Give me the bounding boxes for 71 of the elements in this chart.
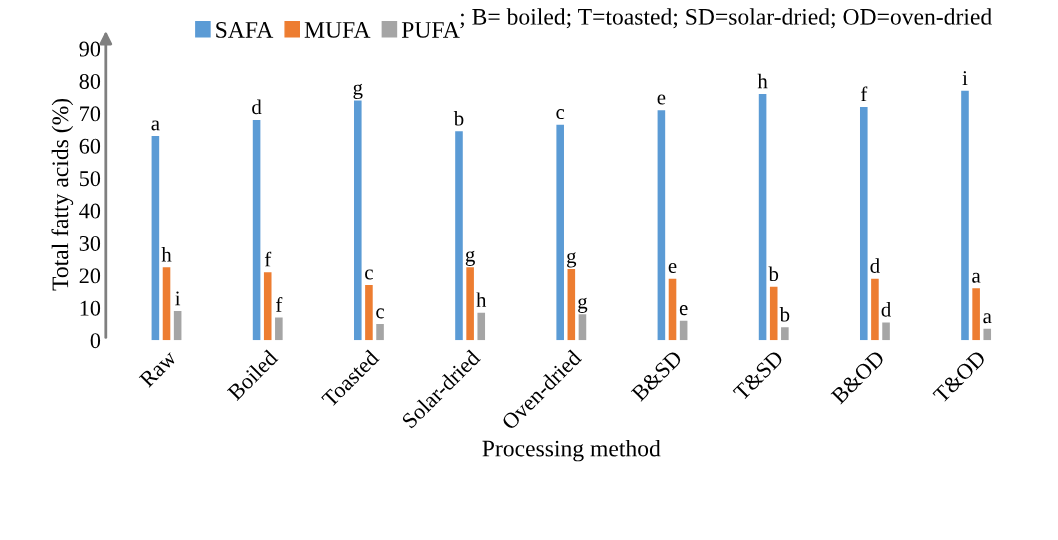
data-label: d	[870, 258, 880, 274]
data-label: b	[779, 306, 790, 322]
bar	[252, 119, 261, 341]
data-label: c	[556, 109, 565, 120]
y-tick-label: 10	[80, 300, 101, 316]
data-label: a	[983, 313, 992, 324]
legend-label: MUFA	[304, 22, 371, 38]
data-label: f	[860, 86, 868, 102]
bar	[567, 268, 576, 341]
bar	[263, 272, 272, 341]
y-tick-label: 90	[79, 41, 101, 57]
data-label: c	[376, 308, 385, 319]
bar	[466, 267, 474, 341]
bar	[151, 136, 160, 341]
bar	[679, 320, 688, 341]
bar	[275, 317, 283, 341]
y-axis-title: Total fatty acids (%)	[51, 98, 74, 291]
bar	[859, 106, 868, 341]
data-label: g	[465, 250, 475, 266]
data-label: a	[151, 120, 160, 131]
bar	[769, 286, 778, 341]
bar	[353, 100, 362, 341]
data-label: g	[578, 297, 588, 313]
y-tick-label: 50	[80, 171, 101, 187]
bar	[983, 328, 992, 341]
bar	[376, 324, 384, 341]
y-tick-label: 30	[79, 235, 101, 251]
bar	[365, 285, 373, 341]
x-axis-title: Processing method	[482, 439, 661, 462]
data-label: d	[252, 99, 262, 115]
data-label: e	[657, 94, 666, 105]
bar	[668, 278, 677, 341]
y-tick-label: 20	[79, 268, 101, 284]
data-label: g	[353, 83, 363, 100]
bar	[781, 327, 789, 341]
legend-label: SAFA	[216, 22, 274, 38]
data-label: a	[972, 272, 981, 283]
data-label: e	[668, 263, 677, 274]
bar	[162, 267, 171, 341]
data-label: e	[679, 305, 688, 316]
data-label: f	[264, 251, 272, 267]
y-tick-label: 80	[79, 73, 101, 89]
y-tick-label: 70	[80, 106, 101, 122]
data-label: i	[962, 71, 968, 85]
data-label: b	[453, 110, 464, 126]
bar	[556, 124, 564, 341]
data-label: h	[161, 247, 172, 262]
bar	[455, 131, 463, 341]
data-label: c	[365, 269, 373, 280]
y-tick-label: 0	[90, 333, 101, 349]
data-label: i	[175, 291, 181, 306]
bar	[758, 93, 767, 341]
bar	[972, 288, 980, 341]
bar	[871, 278, 879, 341]
y-tick-label: 60	[79, 138, 101, 154]
data-label: f	[276, 297, 283, 312]
x-tick-label: Raw	[138, 349, 178, 388]
data-label: h	[757, 73, 768, 89]
data-label: h	[476, 292, 487, 307]
bar	[961, 90, 969, 341]
bar	[173, 311, 182, 341]
data-label: g	[567, 252, 577, 268]
data-label: d	[881, 302, 892, 317]
text: ; B= boiled; T=toasted; SD=solar-dried; OD=oven-dried	[460, 8, 992, 29]
legend-label: PUFA	[401, 22, 460, 38]
y-tick-label: 40	[79, 203, 101, 219]
bar	[578, 314, 587, 341]
bar	[657, 110, 666, 341]
bar	[477, 312, 486, 341]
bar	[882, 322, 890, 341]
data-label: b	[768, 266, 779, 282]
